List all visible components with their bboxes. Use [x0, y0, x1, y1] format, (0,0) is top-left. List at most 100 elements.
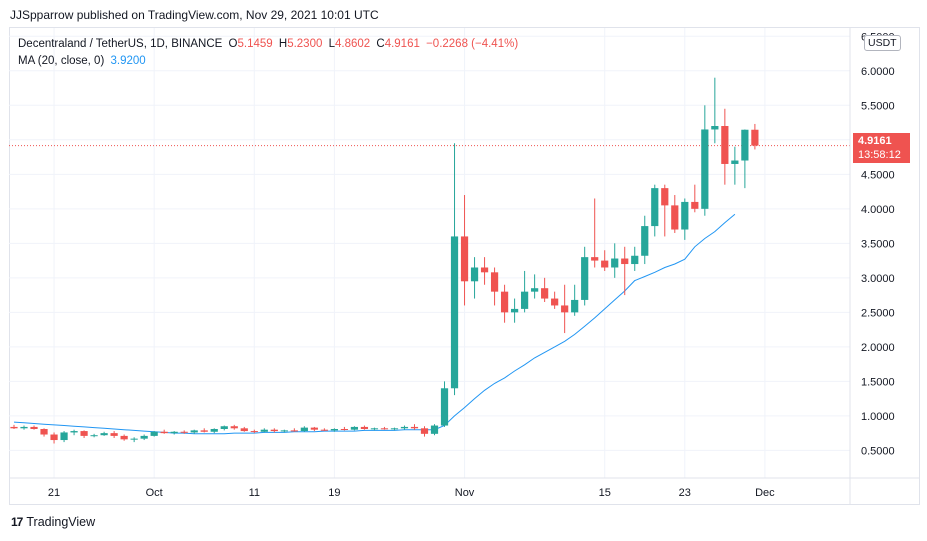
candle-body: [470, 267, 479, 282]
candle-body: [420, 428, 429, 434]
candle-body: [551, 298, 559, 306]
candle-body: [260, 429, 268, 432]
legend-close-value: 4.9161: [384, 38, 420, 50]
candle: [170, 431, 178, 435]
candle: [591, 198, 599, 268]
candle: [691, 184, 699, 213]
candle: [420, 426, 429, 437]
candle-body: [440, 388, 449, 426]
candle: [210, 428, 218, 434]
y-tick-label: 6.0000: [861, 66, 895, 78]
candle-body: [80, 431, 88, 436]
candle-body: [711, 126, 719, 130]
candle-body: [581, 257, 589, 300]
candle: [731, 146, 739, 185]
candle-body: [571, 299, 579, 313]
candle-body: [591, 257, 599, 261]
y-tick-label: 4.5000: [861, 169, 895, 181]
candle: [200, 428, 208, 433]
candle-body: [450, 236, 459, 389]
candle-body: [200, 430, 208, 432]
currency-button[interactable]: USDT: [864, 35, 901, 51]
candle: [641, 215, 649, 265]
candle: [671, 195, 679, 233]
candle-body: [300, 427, 308, 432]
candle-body: [741, 129, 749, 161]
x-tick-label: 19: [328, 487, 340, 499]
candle: [721, 108, 729, 185]
candle: [320, 428, 328, 432]
candle-body: [280, 430, 288, 432]
legend-symbol: Decentraland / TetherUS, 1D, BINANCE: [18, 38, 223, 50]
candle-body: [60, 432, 68, 441]
candle-body: [661, 188, 669, 206]
chart-frame[interactable]: [9, 27, 920, 505]
candle-body: [490, 272, 499, 292]
candle: [50, 432, 58, 444]
ma-layer: [13, 213, 736, 435]
candle-body: [721, 126, 729, 164]
x-tick-label: Oct: [146, 487, 163, 499]
candle: [290, 428, 298, 432]
candle: [651, 184, 659, 237]
candle-body: [140, 435, 148, 439]
candle-body: [30, 426, 38, 429]
candle-body: [130, 438, 138, 440]
x-tick-label: 21: [48, 487, 60, 499]
candle: [751, 123, 759, 150]
candle: [390, 427, 399, 431]
candle-body: [681, 201, 689, 230]
footer[interactable]: 17 TradingView: [11, 515, 95, 529]
candle: [40, 428, 48, 437]
candle: [140, 434, 148, 441]
candle: [330, 428, 338, 432]
candle-body: [631, 255, 639, 265]
candle-body: [601, 260, 609, 268]
candle: [280, 429, 288, 433]
candle-body: [50, 434, 58, 441]
candle: [360, 425, 369, 430]
candle-body: [170, 431, 178, 434]
candle: [380, 426, 389, 430]
candle: [400, 425, 409, 430]
candle: [220, 425, 228, 431]
chart-legend: Decentraland / TetherUS, 1D, BINANCE O5.…: [18, 36, 518, 70]
candle: [711, 77, 719, 144]
candle-body: [380, 428, 389, 430]
candle-body: [641, 226, 649, 256]
candle-body: [430, 425, 439, 434]
candle-body: [731, 160, 739, 164]
candle: [571, 284, 579, 316]
candle-body: [190, 430, 198, 433]
candle: [100, 431, 108, 436]
y-tick-label: 2.5000: [861, 307, 895, 319]
candle: [701, 105, 709, 216]
candle-body: [480, 267, 489, 273]
candle: [741, 129, 749, 189]
candle: [370, 427, 379, 431]
candle-body: [410, 426, 419, 429]
candle-body: [350, 426, 359, 430]
candle: [500, 284, 509, 323]
legend-low-value: 4.8602: [334, 38, 371, 50]
candle: [340, 426, 349, 431]
last-price-tag: 4.9161 13:58:12: [853, 133, 910, 163]
candle: [430, 424, 439, 436]
candle-body: [340, 428, 349, 430]
candle-layer: [10, 77, 759, 444]
candle: [521, 270, 529, 313]
y-tick-label: 1.5000: [861, 376, 895, 388]
candle: [661, 184, 669, 237]
legend-open-value: 5.1459: [237, 38, 273, 50]
candle-body: [310, 427, 318, 430]
candle: [601, 250, 609, 271]
candle: [681, 198, 689, 240]
candle: [60, 431, 68, 443]
candle: [460, 195, 469, 306]
candle: [270, 428, 278, 433]
last-price-value: 4.9161: [858, 135, 892, 147]
candle-body: [460, 236, 469, 282]
legend-ma-label: MA (20, close, 0): [18, 55, 105, 67]
grid-layer: [9, 28, 850, 478]
